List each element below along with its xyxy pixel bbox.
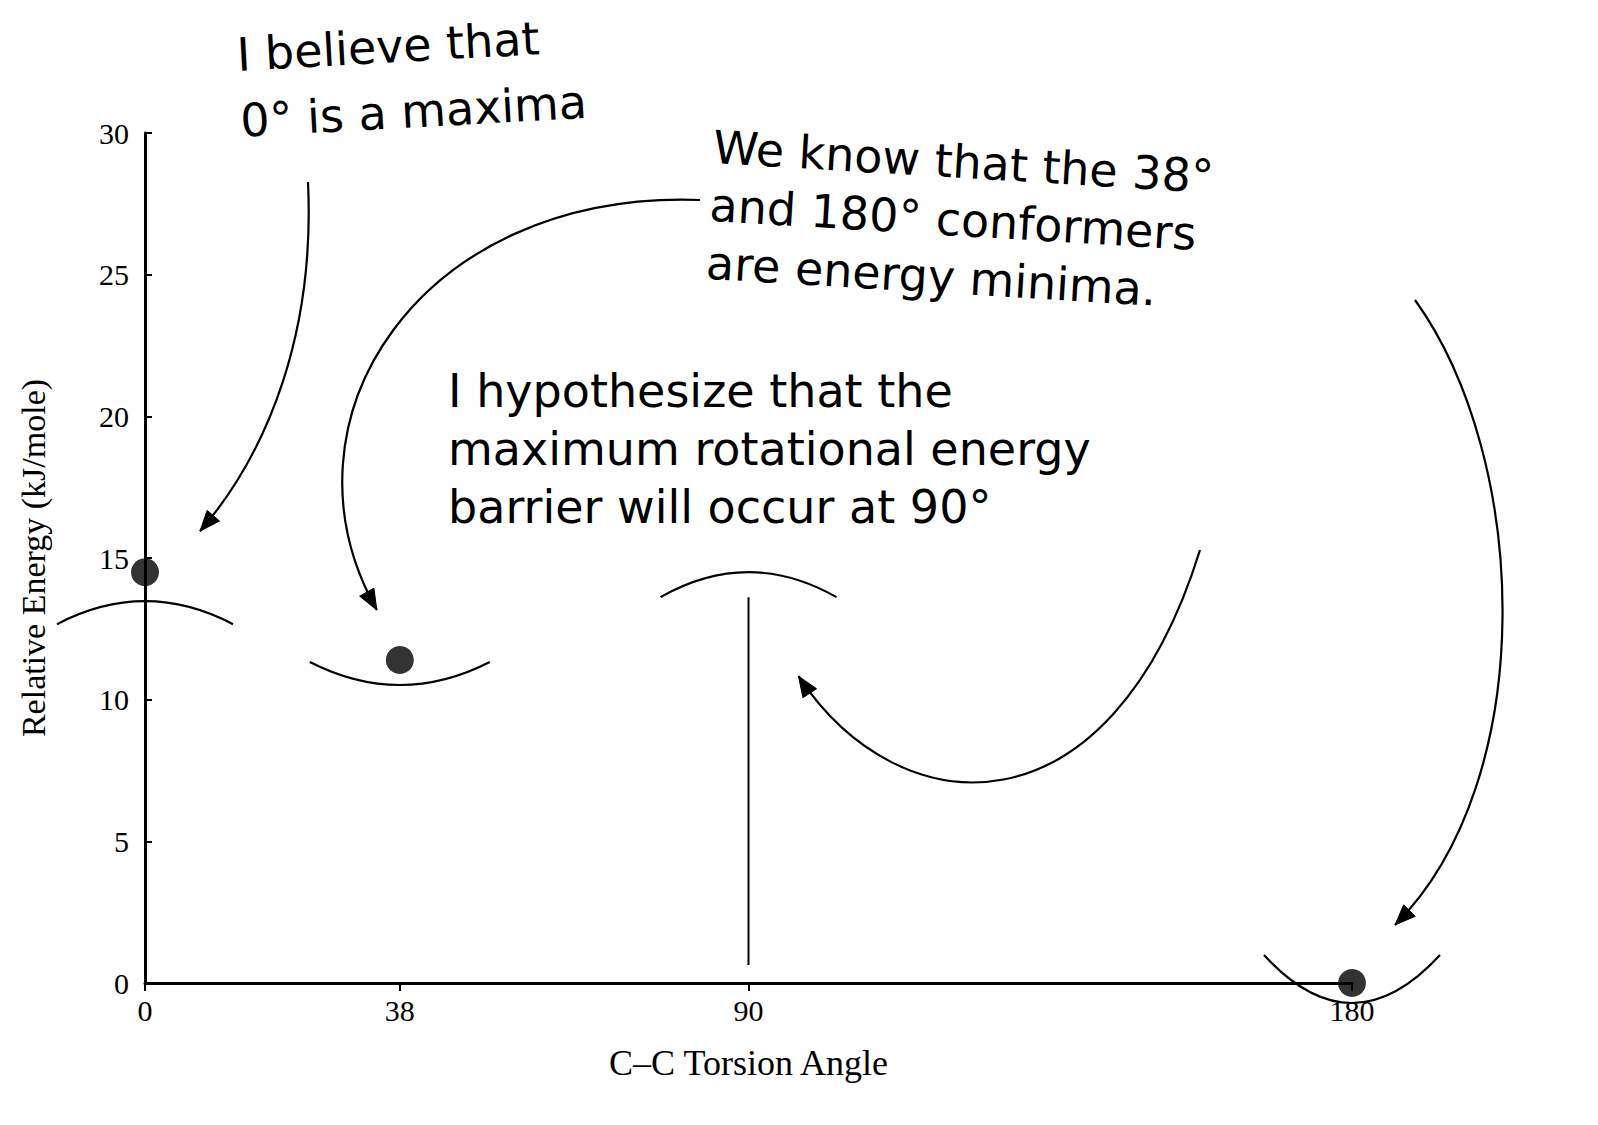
svg-text:0° is a maxima: 0° is a maxima xyxy=(239,75,588,148)
svg-text:I believe that: I believe that xyxy=(235,11,540,82)
svg-text:are energy minima.: are energy minima. xyxy=(705,236,1158,317)
svg-text:We know that the 38°: We know that the 38° xyxy=(711,120,1216,204)
svg-text:maximum rotational energy: maximum rotational energy xyxy=(448,422,1091,476)
svg-text:0: 0 xyxy=(114,967,129,1000)
svg-text:I hypothesize that the: I hypothesize that the xyxy=(448,364,953,418)
svg-text:5: 5 xyxy=(114,825,129,858)
svg-text:25: 25 xyxy=(99,258,129,291)
svg-text:10: 10 xyxy=(99,683,129,716)
svg-text:38: 38 xyxy=(385,994,415,1027)
svg-text:and 180° conformers: and 180° conformers xyxy=(708,177,1198,261)
svg-text:20: 20 xyxy=(99,400,129,433)
svg-text:C–C Torsion Angle: C–C Torsion Angle xyxy=(609,1043,888,1083)
svg-text:0: 0 xyxy=(138,994,153,1027)
svg-text:30: 30 xyxy=(99,117,129,150)
svg-text:barrier will occur at 90°: barrier will occur at 90° xyxy=(448,480,991,534)
svg-text:15: 15 xyxy=(99,542,129,575)
svg-text:90: 90 xyxy=(734,994,764,1027)
svg-text:180: 180 xyxy=(1330,994,1375,1027)
svg-text:Relative Energy (kJ/mole): Relative Energy (kJ/mole) xyxy=(15,379,53,737)
